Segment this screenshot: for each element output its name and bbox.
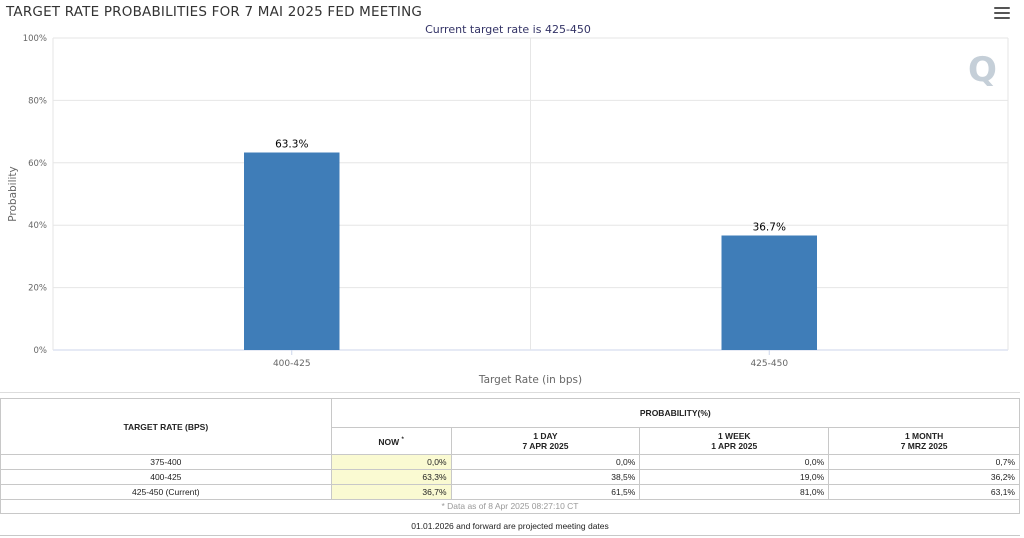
- bar: [721, 235, 817, 350]
- y-tick-label: 40%: [28, 221, 47, 231]
- bar-chart: 0% 20% 40% 60% 80% 100% 63.3% 400-425 36.7% 425-4…: [7, 34, 1009, 386]
- probability-table: TARGET RATE (BPS) PROBABILITY(%) NOW * 1…: [0, 398, 1021, 514]
- rate-cell: 425-450 (Current): [0, 484, 332, 500]
- y-tick-label: 60%: [28, 159, 47, 169]
- bar-data-label: 63.3%: [275, 139, 308, 151]
- bar-data-label: 36.7%: [753, 221, 786, 233]
- chart-area: 0% 20% 40% 60% 80% 100% 63.3% 400-425 36.7% 425-4…: [6, 4, 1010, 386]
- x-category-label: 400-425: [273, 359, 311, 369]
- projected-dates-note: 01.01.2026 and forward are projected mee…: [411, 521, 609, 531]
- header-1-month: 1 MONTH 7 MRZ 2025: [828, 427, 1020, 455]
- header-probability: PROBABILITY(%): [330, 398, 1021, 428]
- data-timestamp-footnote: * Data as of 8 Apr 2025 08:27:10 CT: [0, 499, 1020, 514]
- bottom-divider: [0, 535, 1020, 536]
- now-cell: 0,0%: [330, 454, 452, 470]
- now-cell: 36,7%: [330, 484, 452, 500]
- chart-subtitle: Current target rate is 425-450: [425, 23, 591, 36]
- month-cell: 0,7%: [828, 454, 1020, 470]
- y-tick-label: 100%: [23, 34, 47, 44]
- week-cell: 19,0%: [639, 469, 830, 485]
- header-1-day: 1 DAY 7 APR 2025: [450, 427, 641, 455]
- bar: [244, 152, 340, 350]
- now-cell: 63,3%: [330, 469, 452, 485]
- rate-cell: 400-425: [0, 469, 332, 485]
- y-tick-label: 80%: [28, 96, 47, 106]
- rate-cell: 375-400: [0, 454, 332, 470]
- month-cell: 36,2%: [828, 469, 1020, 485]
- chart-divider: [0, 392, 1020, 393]
- header-now: NOW *: [330, 427, 452, 455]
- day-cell: 0,0%: [450, 454, 641, 470]
- day-cell: 38,5%: [450, 469, 641, 485]
- now-footnote-marker: *: [401, 437, 404, 444]
- x-axis-title: Target Rate (in bps): [478, 374, 582, 386]
- day-cell: 61,5%: [450, 484, 641, 500]
- table-row: 375-400 0,0% 0,0% 0,0% 0,7%: [0, 454, 1020, 470]
- header-target-rate: TARGET RATE (BPS): [0, 398, 332, 455]
- chart-title: TARGET RATE PROBABILITIES FOR 7 MAI 2025…: [6, 4, 423, 20]
- x-category-label: 425-450: [750, 359, 788, 369]
- month-cell: 63,1%: [828, 484, 1020, 500]
- y-tick-label: 20%: [28, 284, 47, 294]
- table-row: 400-425 63,3% 38,5% 19,0% 36,2%: [0, 469, 1020, 485]
- table-row: 425-450 (Current) 36,7% 61,5% 81,0% 63,1…: [0, 484, 1020, 500]
- q-logo: Q: [968, 50, 997, 90]
- header-1-week: 1 WEEK 1 APR 2025: [639, 427, 830, 455]
- hamburger-menu-icon[interactable]: [994, 7, 1010, 21]
- week-cell: 81,0%: [639, 484, 830, 500]
- y-tick-label: 0%: [34, 346, 48, 356]
- week-cell: 0,0%: [639, 454, 830, 470]
- y-axis-title: Probability: [7, 166, 19, 222]
